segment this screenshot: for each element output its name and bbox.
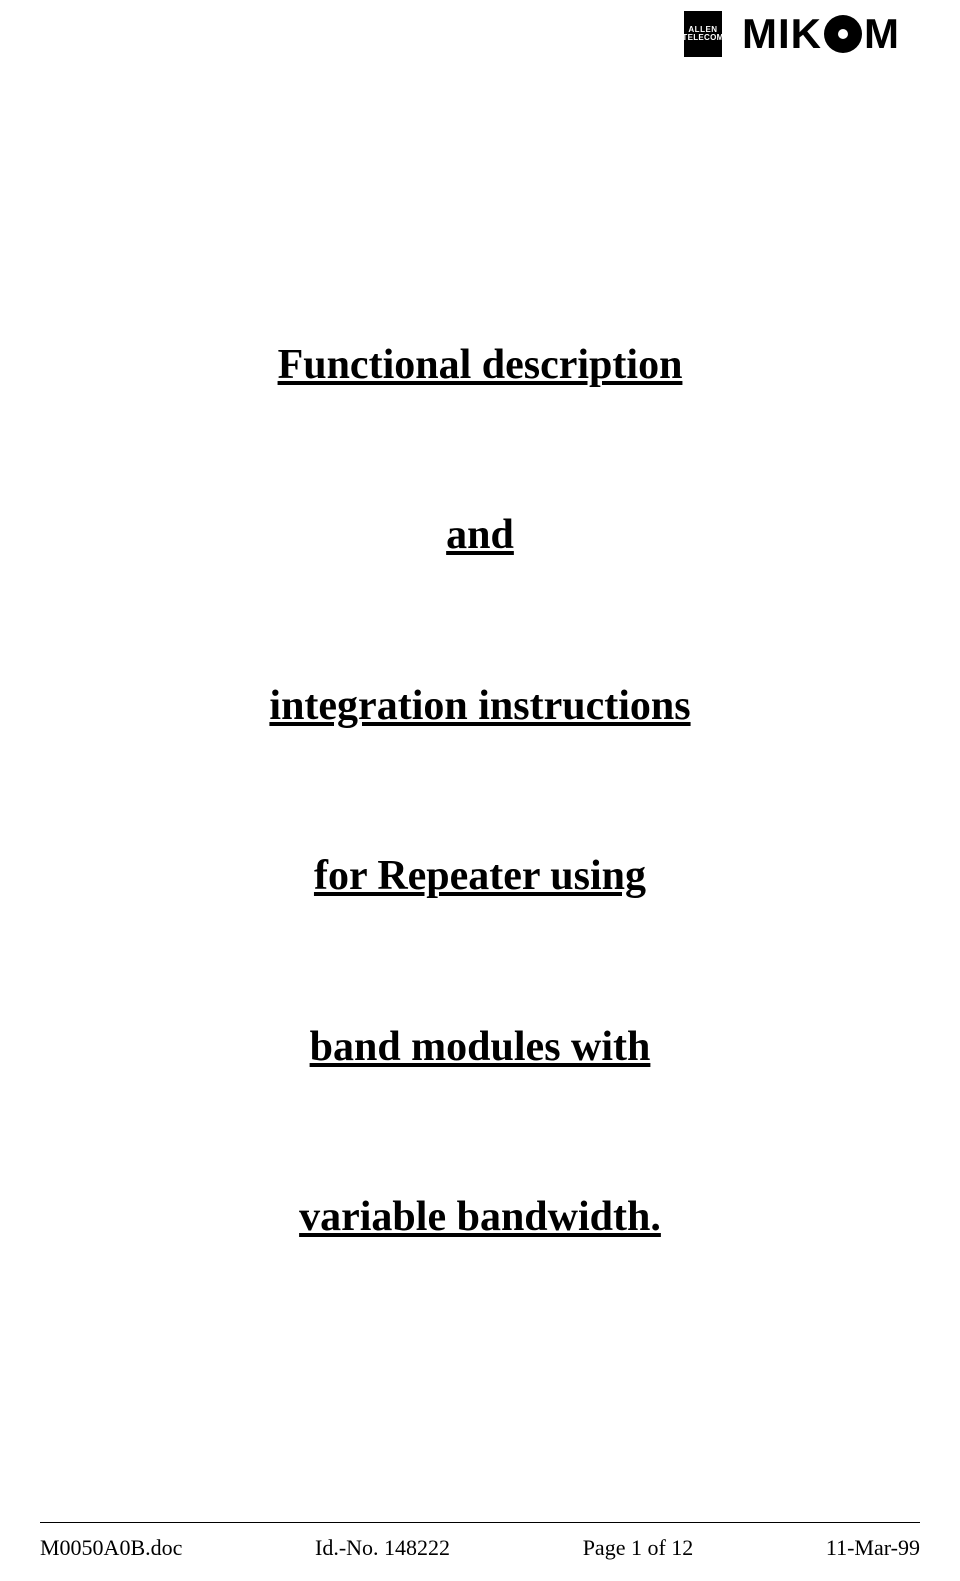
telecom-logo-bottom-text: TELECOM [682, 34, 723, 42]
footer-id-no: Id.-No. 148222 [315, 1535, 450, 1561]
footer-date: 11-Mar-99 [826, 1535, 920, 1561]
mikom-logo-circle-icon [824, 15, 862, 53]
mikom-logo-prefix: MIK [742, 10, 822, 58]
mikom-logo-icon: MIK M [742, 10, 900, 58]
header-logos: ALLEN TELECOM MIK M [684, 10, 900, 58]
footer-doc-name: M0050A0B.doc [40, 1535, 182, 1561]
title-line-3: integration instructions [269, 681, 690, 731]
title-line-5: band modules with [310, 1022, 651, 1072]
mikom-logo-suffix: M [864, 10, 900, 58]
title-line-6: variable bandwidth. [299, 1192, 661, 1242]
page-footer: M0050A0B.doc Id.-No. 148222 Page 1 of 12… [40, 1522, 920, 1561]
footer-row: M0050A0B.doc Id.-No. 148222 Page 1 of 12… [40, 1535, 920, 1561]
title-line-1: Functional description [278, 340, 683, 390]
title-block: Functional description and integration i… [0, 340, 960, 1302]
title-line-4: for Repeater using [314, 851, 646, 901]
footer-rule [40, 1522, 920, 1523]
document-page: ALLEN TELECOM MIK M Functional descripti… [0, 0, 960, 1581]
title-line-2: and [446, 510, 514, 560]
allen-telecom-logo-icon: ALLEN TELECOM [684, 11, 722, 57]
footer-page-number: Page 1 of 12 [583, 1535, 694, 1561]
